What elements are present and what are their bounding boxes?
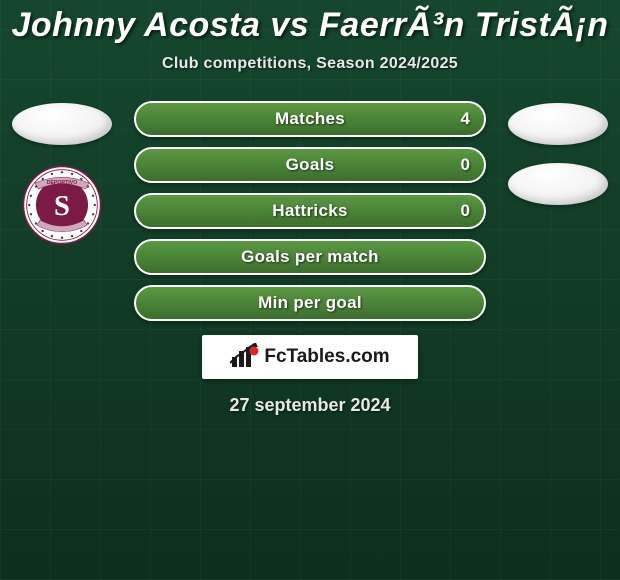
badge-glyph: S <box>54 191 70 222</box>
badge-banner-text: DEPORTIVO <box>47 180 78 186</box>
page-title: Johnny Acosta vs FaerrÃ³n TristÃ¡n <box>0 6 620 45</box>
player-avatar-right-1 <box>508 103 608 145</box>
stat-bar-goals: Goals 0 <box>134 147 486 183</box>
subtitle: Club competitions, Season 2024/2025 <box>0 55 620 73</box>
content-container: Johnny Acosta vs FaerrÃ³n TristÃ¡n Club … <box>0 0 620 416</box>
stat-value-right: 0 <box>461 201 470 221</box>
fctables-logo-text: FcTables.com <box>264 346 389 368</box>
right-player-column <box>504 101 612 205</box>
club-badge-left: S DEP <box>12 163 112 247</box>
stat-value-right: 4 <box>461 109 470 129</box>
player-avatar-right-2 <box>508 163 608 205</box>
stat-label: Goals per match <box>241 247 379 267</box>
stat-bar-matches: Matches 4 <box>134 101 486 137</box>
stat-bar-min-per-goal: Min per goal <box>134 285 486 321</box>
player-avatar-left <box>12 103 112 145</box>
fctables-chart-icon <box>230 343 260 371</box>
stat-label: Matches <box>275 109 345 129</box>
stat-label: Goals <box>286 155 335 175</box>
stat-bar-hattricks: Hattricks 0 <box>134 193 486 229</box>
stats-column: Matches 4 Goals 0 Hattricks 0 Goals per … <box>134 101 486 321</box>
saprissa-badge-icon: S DEP <box>17 163 107 247</box>
fctables-branding[interactable]: FcTables.com <box>202 335 418 379</box>
stat-label: Hattricks <box>272 201 347 221</box>
left-player-column: S DEP <box>8 101 116 247</box>
comparison-layout: S DEP <box>0 101 620 321</box>
stat-label: Min per goal <box>258 293 362 313</box>
stat-value-right: 0 <box>461 155 470 175</box>
stat-bar-goals-per-match: Goals per match <box>134 239 486 275</box>
date-text: 27 september 2024 <box>0 395 620 416</box>
